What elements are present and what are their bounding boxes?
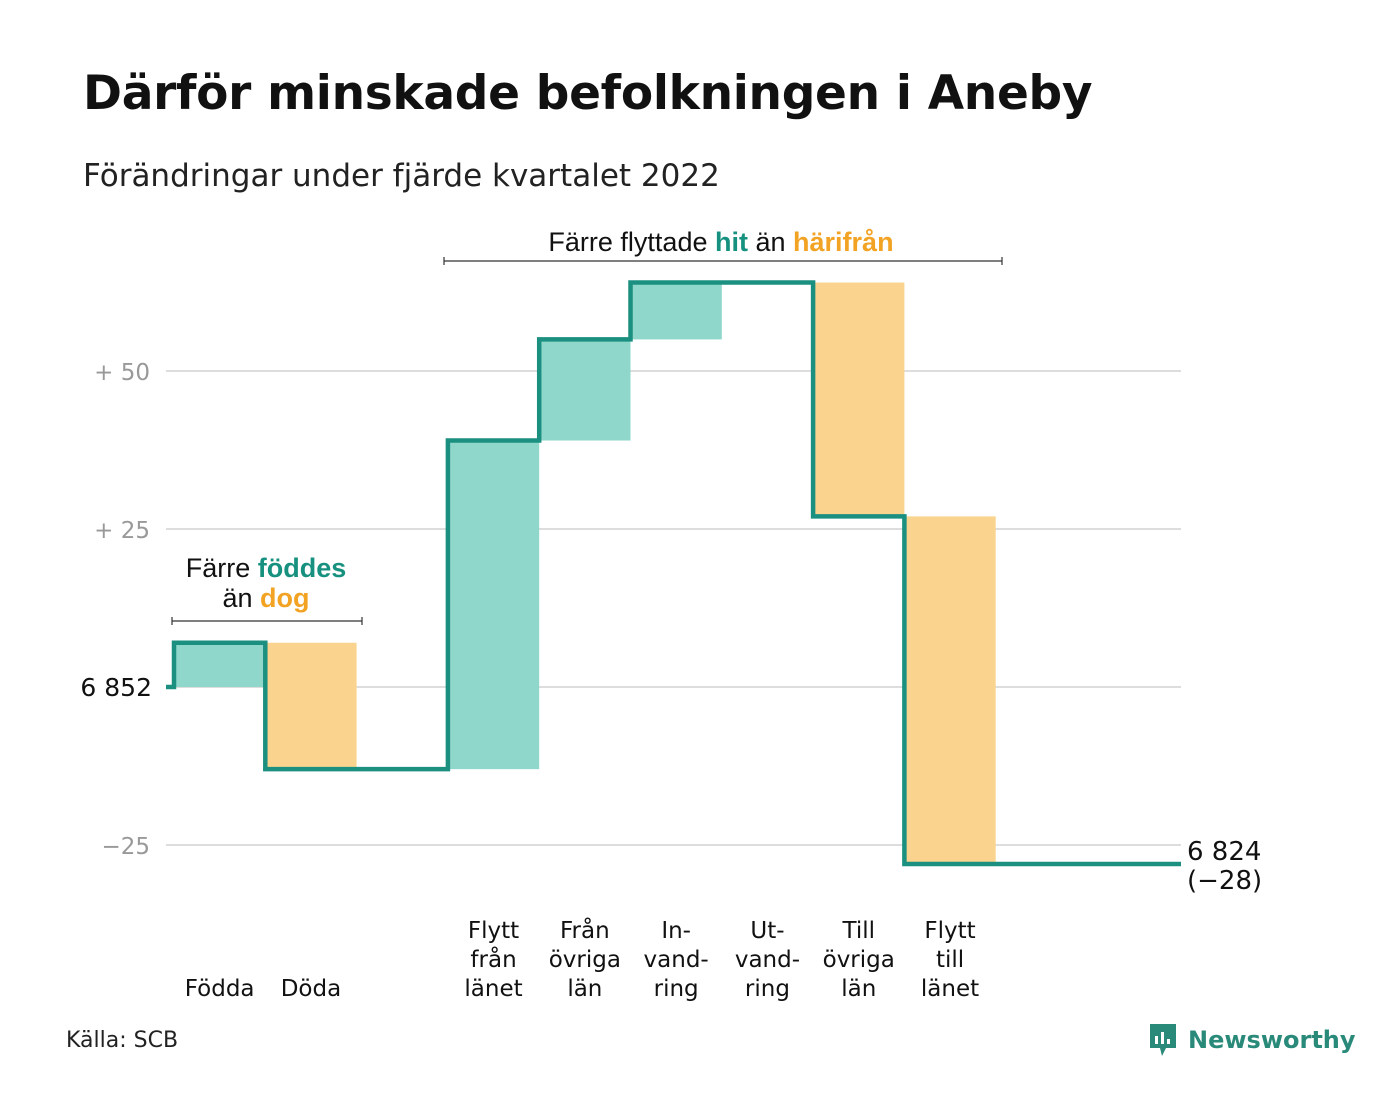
source-note: Källa: SCB — [66, 1028, 179, 1053]
y-tick-label: + 25 — [94, 518, 150, 544]
newsworthy-logo-icon — [1150, 1024, 1176, 1056]
births-annotation-emph: föddes — [258, 553, 347, 583]
start-value-label: 6 852 — [80, 673, 152, 702]
y-tick-label: −25 — [101, 834, 150, 860]
x-category-label: länet — [921, 976, 979, 1002]
step-line-group — [166, 280, 1181, 867]
x-category-label: till — [936, 947, 964, 973]
x-category-label: övriga — [549, 947, 621, 973]
x-category-label: ring — [745, 976, 790, 1002]
svg-text:än dog: än dog — [222, 583, 309, 613]
births-annotation: Färre föddes än dog — [171, 553, 363, 625]
births-annotation-prefix2: än — [222, 583, 260, 613]
x-category-label: län — [841, 976, 876, 1002]
y-tick-label: + 50 — [94, 360, 150, 386]
x-category-label: vand- — [644, 947, 709, 973]
chart-title: Därför minskade befolkningen i Aneby — [83, 66, 1093, 121]
migration-annotation-emph2: härifrån — [793, 227, 894, 257]
migration-annotation-emph1: hit — [715, 227, 748, 257]
deaths-annotation-emph: dog — [260, 583, 309, 613]
brand-logo: Newsworthy — [1148, 1022, 1356, 1058]
bar-decrease — [904, 516, 996, 864]
x-category-label: vand- — [735, 947, 800, 973]
end-value-label: 6 824 — [1187, 837, 1261, 867]
x-category-label: län — [567, 976, 602, 1002]
births-annotation-prefix: Färre — [186, 553, 258, 583]
bars — [174, 282, 996, 864]
migration-annotation-middle: än — [748, 227, 793, 257]
x-category-label: Flytt — [924, 918, 975, 944]
migration-annotation-prefix: Färre flyttade — [548, 227, 715, 257]
x-category-label: Flytt — [468, 918, 519, 944]
x-category-label: Från — [560, 916, 610, 944]
gridlines — [166, 370, 1181, 846]
bar-decrease — [813, 282, 905, 517]
chart-subtitle: Förändringar under fjärde kvartalet 2022 — [83, 158, 720, 194]
x-category-label: In- — [661, 918, 691, 944]
bar-increase — [630, 282, 722, 340]
svg-text:Färre föddes: Färre föddes — [186, 553, 347, 583]
bar-decrease — [265, 642, 357, 770]
step-line — [166, 280, 1181, 867]
brand-name: Newsworthy — [1188, 1026, 1356, 1054]
x-category-label: länet — [464, 976, 522, 1002]
x-category-label: Födda — [185, 976, 255, 1002]
bar-increase — [539, 339, 631, 441]
migration-annotation: Färre flyttade hit än härifrån — [443, 227, 1003, 265]
end-change-label: (−28) — [1187, 866, 1262, 896]
x-category-label: Ut- — [750, 918, 784, 944]
x-category-label: från — [470, 945, 516, 973]
bar-increase — [174, 642, 266, 687]
x-category-label: övriga — [823, 947, 895, 973]
x-category-label: ring — [654, 976, 699, 1002]
x-category-label: Döda — [281, 976, 341, 1002]
x-category-label: Till — [841, 918, 875, 944]
y-axis-ticks: + 50 + 25 6 852 −25 — [80, 360, 152, 860]
bar-increase — [447, 440, 540, 770]
x-axis-labels: Födda DödaFlyttfrånlänetFrånövrigalänIn-v… — [185, 916, 979, 1002]
svg-text:Färre flyttade hit än härifrån: Färre flyttade hit än härifrån — [548, 227, 893, 257]
